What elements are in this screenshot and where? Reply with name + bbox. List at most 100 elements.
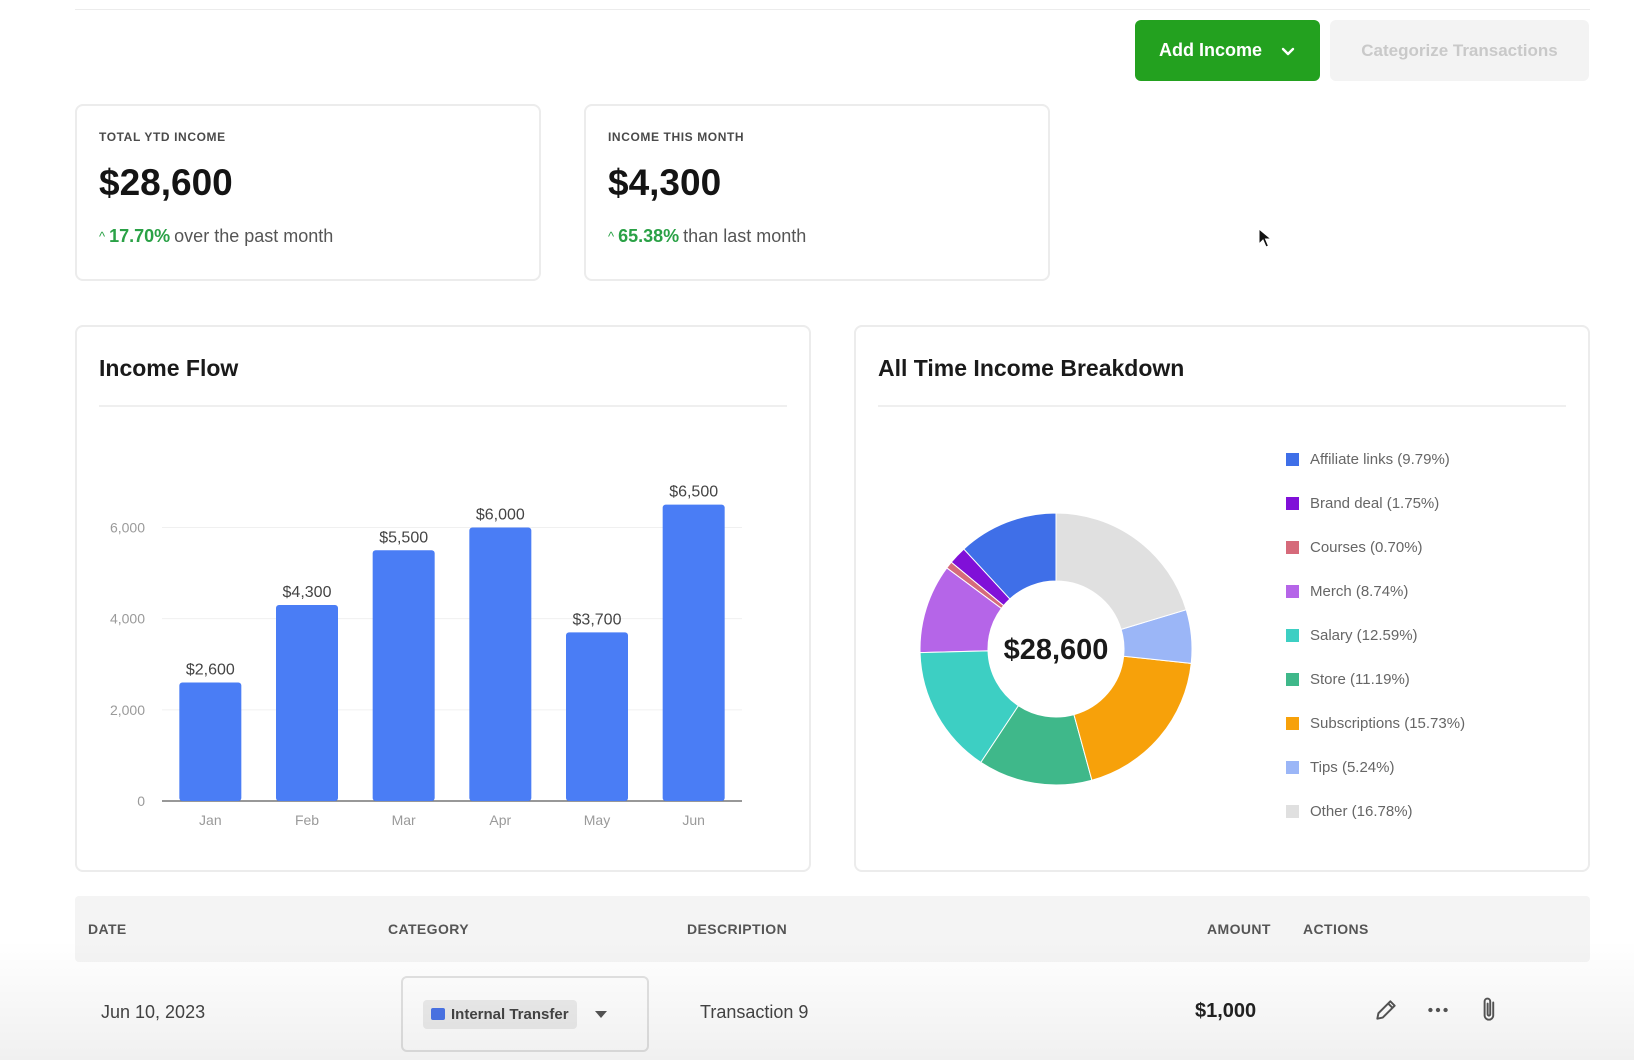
legend-swatch xyxy=(1286,628,1299,642)
legend-label: Courses (0.70%) xyxy=(1310,538,1423,556)
bar xyxy=(566,632,628,801)
panel-title: All Time Income Breakdown xyxy=(878,355,1185,381)
change-percent: 17.70% xyxy=(109,226,171,246)
legend-label: Salary (12.59%) xyxy=(1310,626,1418,644)
bar-value-label: $2,600 xyxy=(186,661,235,678)
stat-card-month-income: INCOME THIS MONTH $4,300 ^ 65.38% than l… xyxy=(584,104,1050,281)
bar-value-label: $5,500 xyxy=(379,529,428,546)
bar-value-label: $6,000 xyxy=(476,506,525,523)
bar xyxy=(469,527,532,801)
header-category[interactable]: CATEGORY xyxy=(388,921,469,937)
pie-slice xyxy=(1073,655,1192,781)
dropdown-caret-icon[interactable] xyxy=(594,1010,607,1018)
income-flow-panel: Income Flow 0 2,000 4,000 6,000 $2,600 Jan $4,… xyxy=(75,325,811,872)
bar-value-label: $3,700 xyxy=(573,611,622,628)
legend-label: Affiliate links (9.79%) xyxy=(1310,450,1450,468)
change-text: than last month xyxy=(683,226,807,246)
mouse-cursor-icon xyxy=(1258,228,1273,248)
legend-label: Tips (5.24%) xyxy=(1310,758,1395,776)
header-date[interactable]: DATE xyxy=(88,921,127,937)
stat-value: $28,600 xyxy=(99,162,233,203)
legend-item: Courses (0.70%) xyxy=(1286,525,1465,569)
add-income-label: Add Income xyxy=(1158,40,1262,60)
x-tick-label: Feb xyxy=(295,812,319,828)
bar xyxy=(372,550,435,801)
change-text: over the past month xyxy=(174,226,334,246)
bar-value-label: $6,500 xyxy=(669,484,718,501)
x-tick-label: Apr xyxy=(489,812,511,828)
categorize-label: Categorize Transactions xyxy=(1361,40,1558,60)
y-tick-label: 4,000 xyxy=(110,611,145,627)
legend-swatch xyxy=(1286,584,1299,598)
category-pill: Internal Transfer xyxy=(423,999,577,1029)
legend-label: Merch (8.74%) xyxy=(1310,582,1409,600)
donut-center-label: $28,600 xyxy=(1004,634,1109,666)
add-income-button[interactable]: Add Income xyxy=(1135,20,1320,81)
legend-swatch xyxy=(1286,672,1299,686)
legend-swatch xyxy=(1286,496,1299,510)
income-breakdown-panel: All Time Income Breakdown $28,600 Affili… xyxy=(854,325,1590,872)
income-breakdown-chart: $28,600 xyxy=(919,512,1193,786)
legend-swatch xyxy=(1286,452,1299,466)
chart-legend: Affiliate links (9.79%) Brand deal (1.75%… xyxy=(1286,437,1465,833)
legend-swatch xyxy=(1286,760,1299,774)
legend-item: Affiliate links (9.79%) xyxy=(1286,437,1465,481)
more-icon xyxy=(1428,1007,1448,1013)
income-flow-chart: 0 2,000 4,000 6,000 $2,600 Jan $4,300 Feb $5,500… xyxy=(110,484,742,828)
stat-label: INCOME THIS MONTH xyxy=(608,130,745,144)
pencil-icon xyxy=(1376,1000,1396,1020)
cell-amount: $1,000 xyxy=(1195,1000,1257,1022)
legend-item: Tips (5.24%) xyxy=(1286,745,1465,789)
legend-item: Store (11.19%) xyxy=(1286,657,1465,701)
change-percent: 65.38% xyxy=(618,226,680,246)
legend-item: Other (16.78%) xyxy=(1286,789,1465,833)
legend-item: Subscriptions (15.73%) xyxy=(1286,701,1465,745)
chevron-down-icon xyxy=(1281,47,1295,55)
stat-change: ^ 65.38% than last month xyxy=(608,226,1026,247)
x-tick-label: May xyxy=(584,812,610,828)
legend-swatch xyxy=(1286,716,1299,730)
edit-button[interactable] xyxy=(1370,994,1402,1026)
pie-slice xyxy=(1055,512,1187,630)
x-tick-label: Jun xyxy=(682,812,705,828)
x-tick-label: Jan xyxy=(199,812,222,828)
panel-divider xyxy=(99,405,787,407)
arrow-up-icon: ^ xyxy=(608,229,615,244)
table-row: Jun 10, 2023 Internal Transfer Transacti… xyxy=(75,962,1590,1060)
stat-card-ytd-income: TOTAL YTD INCOME $28,600 ^ 17.70% over t… xyxy=(75,104,541,281)
x-tick-label: Mar xyxy=(392,812,416,828)
bar-value-label: $4,300 xyxy=(283,584,332,601)
y-tick-label: 0 xyxy=(137,793,145,809)
arrow-up-icon: ^ xyxy=(99,229,106,244)
stat-value: $4,300 xyxy=(608,162,722,203)
cell-description: Transaction 9 xyxy=(700,1002,809,1022)
legend-swatch xyxy=(1286,804,1299,818)
legend-label: Other (16.78%) xyxy=(1310,802,1413,820)
panel-divider xyxy=(878,405,1566,407)
header-description[interactable]: DESCRIPTION xyxy=(687,921,788,937)
legend-swatch xyxy=(1286,540,1299,554)
legend-label: Subscriptions (15.73%) xyxy=(1310,714,1466,732)
transactions-table-header: DATE CATEGORY DESCRIPTION AMOUNT ACTIONS xyxy=(75,896,1590,962)
paperclip-icon xyxy=(1483,997,1495,1021)
y-tick-label: 2,000 xyxy=(110,702,145,718)
header-amount[interactable]: AMOUNT xyxy=(1207,921,1271,937)
legend-item: Brand deal (1.75%) xyxy=(1286,481,1465,525)
categorize-transactions-button[interactable]: Categorize Transactions xyxy=(1330,20,1589,81)
legend-label: Brand deal (1.75%) xyxy=(1310,494,1440,512)
category-label: Internal Transfer xyxy=(451,1005,569,1023)
bar xyxy=(179,682,242,801)
transfer-icon xyxy=(431,1008,445,1020)
header-actions: ACTIONS xyxy=(1303,921,1369,937)
bar xyxy=(276,604,338,801)
attach-button[interactable] xyxy=(1474,994,1506,1026)
bar xyxy=(662,504,725,801)
cell-date: Jun 10, 2023 xyxy=(101,1002,206,1022)
stat-label: TOTAL YTD INCOME xyxy=(99,130,226,144)
category-select[interactable]: Internal Transfer xyxy=(401,976,649,1052)
y-tick-label: 6,000 xyxy=(110,519,145,535)
more-options-button[interactable] xyxy=(1422,994,1454,1026)
legend-item: Merch (8.74%) xyxy=(1286,569,1465,613)
panel-title: Income Flow xyxy=(99,355,239,381)
legend-label: Store (11.19%) xyxy=(1310,670,1410,688)
